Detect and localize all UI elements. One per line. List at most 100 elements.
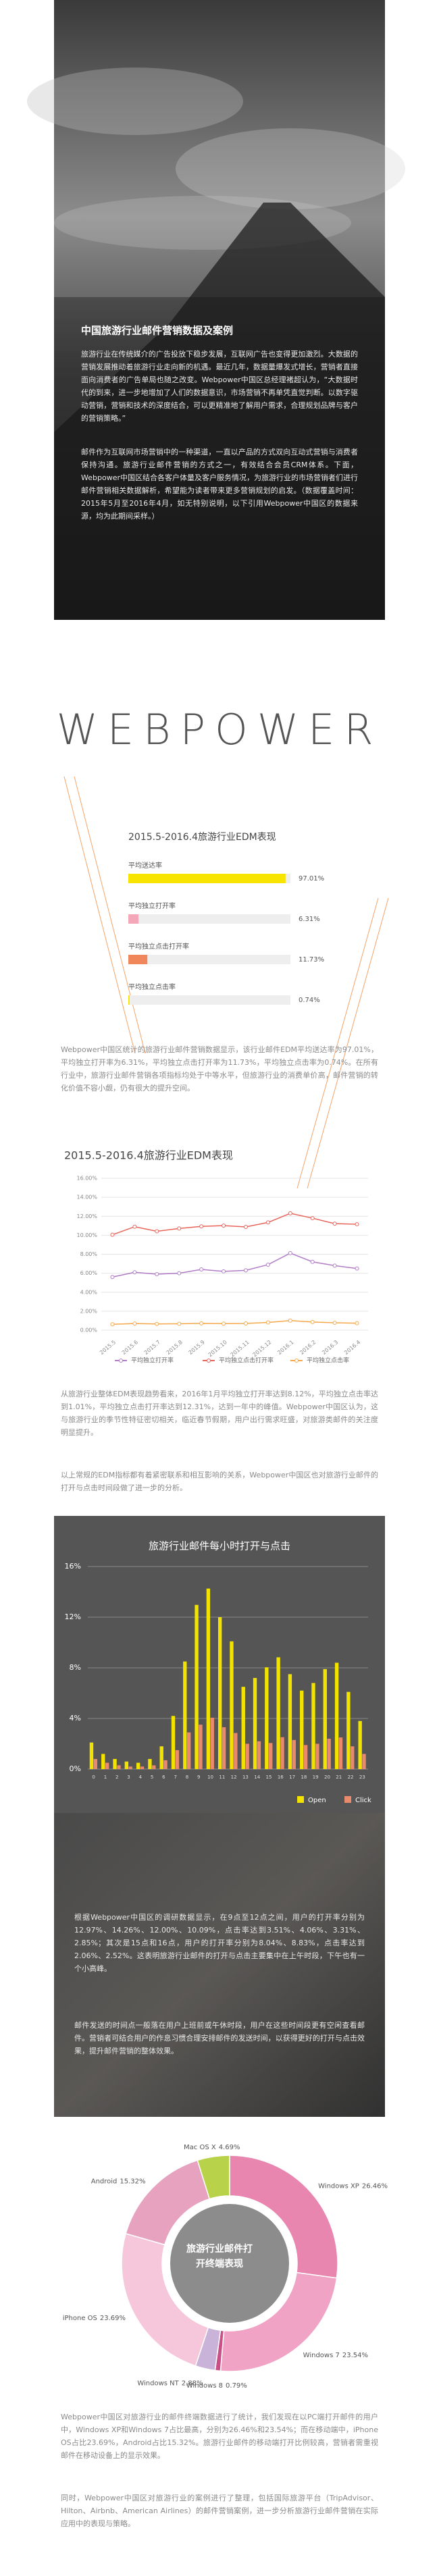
bar	[257, 1741, 261, 1769]
logo: WEBPOWER	[57, 705, 383, 754]
pie-category: Windows 8	[186, 2382, 223, 2390]
x-tick-label: 2015.7	[143, 1339, 161, 1356]
bar	[276, 1657, 280, 1769]
pie-slice	[220, 2271, 338, 2372]
bar	[303, 1745, 308, 1769]
decor-line	[307, 897, 389, 1189]
bar	[199, 1725, 203, 1769]
x-tick-label: 3	[127, 1775, 130, 1780]
y-tick-label: 0%	[70, 1764, 81, 1773]
y-tick-label: 4.00%	[80, 1289, 98, 1295]
bar	[210, 1717, 214, 1769]
pie-center	[170, 2204, 289, 2323]
photo-shade	[54, 1813, 385, 2117]
x-tick-label: 16	[278, 1775, 284, 1780]
y-tick-label: 12.00%	[76, 1213, 97, 1219]
bar	[148, 1759, 152, 1769]
point	[243, 1225, 248, 1229]
point	[310, 1319, 315, 1324]
bar	[253, 1678, 257, 1769]
decor-lines	[63, 776, 389, 1189]
pie-value: 23.69%	[100, 2315, 126, 2322]
bar	[113, 1759, 117, 1769]
y-tick-label: 16.00%	[76, 1176, 97, 1182]
y-tick-label: 4%	[70, 1714, 81, 1723]
bar	[230, 1641, 234, 1769]
point	[110, 1232, 115, 1237]
series-line	[112, 1252, 357, 1278]
point	[355, 1266, 359, 1271]
pie-category: Windows 7	[303, 2352, 340, 2359]
point	[132, 1321, 137, 1326]
header-title: 中国旅游行业邮件营销数据及案例	[81, 325, 233, 337]
x-tick-label: 21	[336, 1775, 342, 1780]
point	[110, 1275, 115, 1280]
pie-label: Windows NT 2.88%	[137, 2380, 203, 2387]
decor-line	[296, 897, 379, 1189]
bar	[159, 1746, 163, 1769]
bar	[338, 1737, 343, 1769]
x-tick-label: 23	[359, 1775, 365, 1780]
x-tick-label: 2015.9	[188, 1339, 206, 1356]
x-tick-label: 6	[162, 1775, 165, 1780]
bar	[217, 1617, 222, 1769]
bar-label: 平均独立点击率	[128, 982, 176, 991]
x-tick-label: 1	[104, 1775, 107, 1780]
bar-track	[128, 955, 290, 964]
pie-label: Mac OS X 4.69%	[184, 2144, 240, 2151]
bar	[183, 1661, 187, 1769]
paragraph: 旅游行业在传统媒介的广告投放下稳步发展，互联网广告也变得更加激烈。大数据的营销发…	[81, 350, 358, 423]
value-label: 0.74%	[299, 997, 320, 1004]
bar	[140, 1766, 145, 1769]
bar	[128, 874, 286, 883]
y-tick-label: 0.00%	[80, 1328, 98, 1334]
bar	[265, 1667, 269, 1769]
bar	[124, 1761, 129, 1769]
x-tick-label: 2016.3	[321, 1339, 339, 1356]
series-line	[112, 1320, 357, 1325]
cloud	[27, 68, 243, 135]
bar	[128, 1766, 132, 1769]
value-label: 6.31%	[299, 916, 320, 923]
y-tick-label: 6.00%	[80, 1270, 98, 1276]
chart-title: 2015.5-2016.4旅游行业EDM表现	[128, 832, 276, 843]
y-tick-label: 12%	[65, 1612, 81, 1621]
bar	[346, 1691, 351, 1769]
legend-label: Open	[308, 1797, 326, 1804]
y-tick-label: 2.00%	[80, 1308, 98, 1314]
x-tick-label: 2016.2	[299, 1339, 317, 1356]
point	[222, 1224, 226, 1228]
x-tick-label: 15	[266, 1775, 272, 1780]
x-tick-label: 7	[174, 1775, 176, 1780]
x-tick-label: 10	[207, 1775, 213, 1780]
pie-title: 旅游行业邮件打开终端表现	[186, 2244, 253, 2269]
pie-slice	[229, 2155, 338, 2279]
x-tick-label: 11	[219, 1775, 225, 1780]
bar	[241, 1687, 245, 1769]
point	[199, 1321, 204, 1325]
pie-value: 23.54%	[342, 2352, 368, 2359]
y-tick-label: 8%	[70, 1663, 81, 1672]
point	[132, 1224, 137, 1229]
bar	[222, 1727, 226, 1769]
x-tick-label: 8	[186, 1775, 188, 1780]
bar-label: 平均送达率	[128, 861, 162, 870]
paragraph: 同时，Webpower中国区对旅游行业的案例进行了整理，包括国际旅游平台（Tri…	[61, 2494, 378, 2528]
x-tick-label: 12	[231, 1775, 237, 1780]
legend-marker	[294, 1359, 299, 1363]
point	[177, 1271, 182, 1276]
x-tick-label: 2015.10	[207, 1339, 228, 1358]
x-tick-label: 2015.8	[165, 1339, 184, 1356]
x-tick-label: 4	[139, 1775, 143, 1780]
bar-label: 平均独立点击打开率	[128, 942, 189, 951]
x-tick-label: 14	[254, 1775, 260, 1780]
text-shade	[54, 297, 385, 620]
cloud	[176, 128, 405, 209]
legend-marker	[207, 1359, 211, 1363]
point	[155, 1229, 159, 1234]
paragraph: 根据Webpower中国区的调研数据显示，在9点至12点之间，用户的打开率分别为…	[74, 1913, 365, 1973]
series-line	[112, 1213, 357, 1236]
point	[288, 1251, 292, 1255]
x-tick-label: 19	[313, 1775, 319, 1780]
paragraph: Webpower中国区对旅游行业的邮件终端数据进行了统计，我们发现在以PC端打开…	[61, 2413, 378, 2460]
